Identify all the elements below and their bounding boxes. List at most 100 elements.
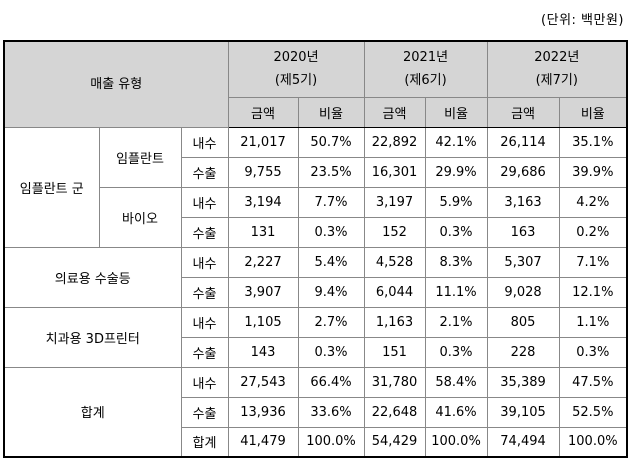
cell-subgroup-bio: 바이오 [98,186,182,248]
cell-ratio-2022: 47.5% [558,366,628,398]
cell-ratio-2020: 50.7% [297,126,365,158]
cell-amount-2020: 41,479 [227,426,299,458]
cell-amount-2022: 3,163 [486,186,560,218]
cell-ratio-2021: 0.3% [424,336,488,368]
cell-group-dental-3d-printer: 치과용 3D프린터 [3,306,182,368]
cell-amount-2020: 13,936 [227,396,299,428]
cell-amount-2021: 4,528 [363,246,426,278]
cell-ratio-2021: 8.3% [424,246,488,278]
header-amount-2022: 금액 [486,96,560,128]
cell-ratio-2022: 1.1% [558,306,628,338]
cell-amount-2020: 3,907 [227,276,299,308]
cell-channel: 수출 [180,396,229,428]
header-year-2022: 2022년 (제7기) [486,40,628,98]
cell-amount-2022: 29,686 [486,156,560,188]
cell-ratio-2021: 2.1% [424,306,488,338]
cell-amount-2022: 9,028 [486,276,560,308]
cell-channel: 내수 [180,246,229,278]
cell-ratio-2020: 9.4% [297,276,365,308]
cell-channel: 내수 [180,186,229,218]
year-2021-label: 2021년 [403,50,449,66]
cell-ratio-2021: 29.9% [424,156,488,188]
cell-amount-2020: 21,017 [227,126,299,158]
cell-ratio-2022: 0.2% [558,216,628,248]
cell-ratio-2021: 42.1% [424,126,488,158]
cell-ratio-2022: 100.0% [558,426,628,458]
cell-ratio-2022: 52.5% [558,396,628,428]
cell-ratio-2022: 39.9% [558,156,628,188]
table-header: 매출 유형 2020년 (제5기) 2021년 (제6기) 2022년 (제7기… [3,40,628,128]
table-row: 수출 13,936 33.6% 22,648 41.6% 39,105 52.5… [4,396,628,428]
cell-ratio-2022: 35.1% [558,126,628,158]
header-sales-type: 매출 유형 [3,40,229,128]
sales-breakdown-table: 매출 유형 2020년 (제5기) 2021년 (제6기) 2022년 (제7기… [3,40,629,458]
header-amount-2021: 금액 [363,96,426,128]
cell-ratio-2020: 23.5% [297,156,365,188]
cell-amount-2022: 805 [486,306,560,338]
cell-channel: 합계 [180,426,229,458]
cell-ratio-2020: 100.0% [297,426,365,458]
cell-channel: 내수 [180,306,229,338]
cell-amount-2022: 26,114 [486,126,560,158]
cell-amount-2022: 39,105 [486,396,560,428]
cell-amount-2021: 54,429 [363,426,426,458]
cell-group-implant-group: 임플란트 군 [3,126,100,248]
cell-amount-2021: 6,044 [363,276,426,308]
cell-ratio-2020: 7.7% [297,186,365,218]
cell-channel: 수출 [180,336,229,368]
cell-amount-2020: 3,194 [227,186,299,218]
cell-ratio-2021: 11.1% [424,276,488,308]
table-row: 수출 3,907 9.4% 6,044 11.1% 9,028 12.1% [4,276,628,308]
cell-ratio-2022: 12.1% [558,276,628,308]
cell-ratio-2022: 0.3% [558,336,628,368]
cell-channel: 수출 [180,216,229,248]
table-row: 합계 내수 27,543 66.4% 31,780 58.4% 35,389 4… [3,366,628,458]
cell-ratio-2021: 41.6% [424,396,488,428]
cell-ratio-2020: 0.3% [297,336,365,368]
cell-amount-2020: 2,227 [227,246,299,278]
cell-amount-2021: 31,780 [363,366,426,398]
table-row: 합계 41,479 100.0% 54,429 100.0% 74,494 10… [4,426,628,458]
cell-ratio-2021: 5.9% [424,186,488,218]
cell-ratio-2020: 33.6% [297,396,365,428]
cell-amount-2020: 9,755 [227,156,299,188]
table-row: 수출 143 0.3% 151 0.3% 228 0.3% [4,336,628,368]
cell-ratio-2021: 58.4% [424,366,488,398]
header-ratio-2020: 비율 [297,96,365,128]
cell-subgroup-implant: 임플란트 [98,126,182,188]
cell-channel: 내수 [180,126,229,158]
cell-amount-2021: 22,892 [363,126,426,158]
cell-group-total: 합계 [3,366,182,458]
table-row: 의료용 수술등 내수 2,227 5.4% 4,528 8.3% 5,307 7… [3,246,628,308]
cell-amount-2021: 152 [363,216,426,248]
cell-amount-2022: 74,494 [486,426,560,458]
cell-ratio-2021: 0.3% [424,216,488,248]
table-row: 치과용 3D프린터 내수 1,105 2.7% 1,163 2.1% 805 1… [3,306,628,368]
header-sub-row: 금액 비율 금액 비율 금액 비율 [4,96,628,128]
cell-amount-2020: 143 [227,336,299,368]
header-amount-2020: 금액 [227,96,299,128]
header-ratio-2021: 비율 [424,96,488,128]
table-row: 수출 9,755 23.5% 16,301 29.9% 29,686 39.9% [4,156,628,188]
cell-ratio-2022: 7.1% [558,246,628,278]
cell-amount-2022: 5,307 [486,246,560,278]
cell-ratio-2020: 0.3% [297,216,365,248]
cell-group-medical-surgery: 의료용 수술등 [3,246,182,308]
cell-amount-2021: 22,648 [363,396,426,428]
cell-amount-2020: 1,105 [227,306,299,338]
year-2022-label: 2022년 [534,50,580,66]
header-year-2020: 2020년 (제5기) [227,40,365,98]
year-2021-period: (제6기) [404,73,447,89]
cell-amount-2021: 1,163 [363,306,426,338]
cell-channel: 수출 [180,156,229,188]
cell-amount-2021: 151 [363,336,426,368]
year-2020-label: 2020년 [273,50,319,66]
year-2020-period: (제5기) [274,73,318,89]
cell-ratio-2020: 66.4% [297,366,365,398]
cell-amount-2020: 131 [227,216,299,248]
year-2022-period: (제7기) [535,73,578,89]
cell-channel: 수출 [180,276,229,308]
cell-ratio-2020: 5.4% [297,246,365,278]
cell-channel: 내수 [180,366,229,398]
